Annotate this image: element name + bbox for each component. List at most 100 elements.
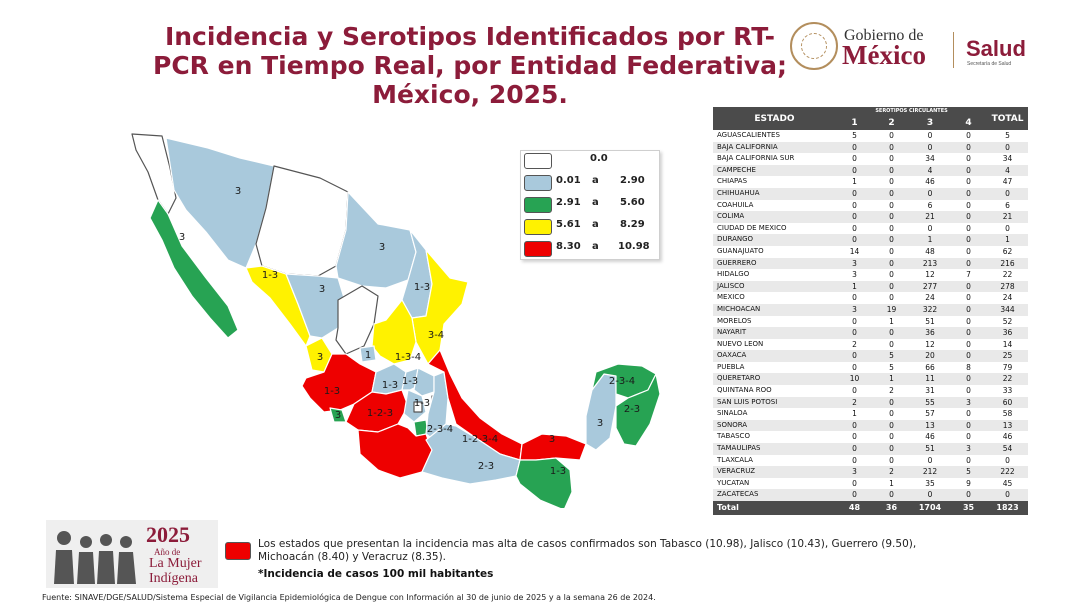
table-cell: 0 [950, 245, 988, 258]
table-cell: 0 [836, 199, 873, 212]
table-cell: 3 [836, 257, 873, 270]
table-cell: 0 [950, 257, 988, 270]
table-cell: 0 [873, 211, 910, 223]
legend-row: 0.01 a 2.90 [520, 172, 660, 192]
serotipos-table: ESTADO SEROTIPOS CIRCULANTES TOTAL 1 2 3… [713, 107, 1029, 515]
table-cell: 21 [987, 211, 1029, 223]
table-cell: 0 [836, 315, 873, 328]
table-cell: 0 [950, 431, 988, 444]
table-cell: 1 [873, 315, 910, 328]
table-cell: 3 [836, 269, 873, 281]
logo-secretaria-text: Secretaría de Salud [967, 61, 1012, 67]
table-cell: 47 [987, 176, 1029, 188]
table-cell: 24 [987, 292, 1029, 304]
map-label: 1-2-3-4 [462, 434, 498, 445]
table-cell-estado: CHIAPAS [713, 176, 836, 188]
source-note: Fuente: SINAVE/DGE/SALUD/Sistema Especia… [42, 593, 656, 602]
map-label: 2-3 [478, 461, 494, 472]
header-s4: 4 [950, 116, 988, 130]
table-cell: 0 [950, 199, 988, 212]
state-hidalgo [413, 367, 435, 397]
map-label: 1-2-3 [367, 408, 393, 419]
table-row: MEXICO 0 0 24 0 24 [713, 292, 1029, 304]
state-baja-california-sur [149, 199, 239, 339]
table-cell: 213 [910, 257, 950, 270]
table-cell: 33 [987, 385, 1029, 397]
state-aguascalientes [359, 345, 377, 363]
map-label: 2-3 [624, 404, 640, 415]
table-row: SONORA 0 0 13 0 13 [713, 419, 1029, 432]
logo-salud-text: Salud [966, 36, 1026, 61]
table-cell: 322 [910, 303, 950, 316]
table-cell: 3 [836, 303, 873, 316]
map-label: 1-3 [262, 270, 278, 281]
women-illustration-icon [54, 531, 136, 584]
table-cell: 0 [836, 431, 873, 444]
table-cell-estado: GUERRERO [713, 257, 836, 270]
table-cell-estado: MEXICO [713, 292, 836, 304]
table-cell: 0 [987, 489, 1029, 501]
map-label: 1-3-4 [395, 352, 421, 363]
table-cell-estado: AGUASCALIENTES [713, 130, 836, 142]
table-cell: 277 [910, 280, 950, 293]
table-cell: 0 [836, 361, 873, 374]
table-cell: 0 [950, 176, 988, 188]
table-cell: 0 [836, 211, 873, 223]
table-cell: 212 [910, 466, 950, 478]
table-cell: 0 [910, 454, 950, 467]
table-cell: 0 [836, 222, 873, 235]
map-label: 3 [317, 352, 323, 363]
legend-to: 2.90 [620, 175, 645, 186]
incidence-footnote: *Incidencia de casos 100 mil habitantes [258, 568, 494, 580]
table-cell: 0 [836, 327, 873, 339]
map-label: 3 [335, 410, 341, 421]
table-row: COAHUILA 0 0 6 0 6 [713, 199, 1029, 212]
table-cell: 14 [836, 245, 873, 258]
table-cell: 0 [873, 222, 910, 235]
table-row: HIDALGO 3 0 12 7 22 [713, 269, 1029, 281]
table-cell: 0 [950, 292, 988, 304]
table-cell: 34 [987, 153, 1029, 165]
table-cell: 79 [987, 361, 1029, 374]
table-cell: 0 [873, 176, 910, 188]
legend-to: 5.60 [620, 197, 645, 208]
table-row: QUERETARO 10 1 11 0 22 [713, 373, 1029, 386]
header-s2: 2 [873, 116, 910, 130]
table-cell: 0 [950, 222, 988, 235]
table-cell: 1 [910, 234, 950, 246]
legend-from: 2.91 [556, 197, 581, 208]
table-cell-estado: DURANGO [713, 234, 836, 246]
header-total: TOTAL [987, 107, 1029, 130]
legend-to: 8.29 [620, 219, 645, 230]
legend-sep: a [592, 175, 599, 186]
table-cell: 36 [873, 501, 910, 515]
table-cell: 31 [910, 385, 950, 397]
table-cell: 5 [950, 466, 988, 478]
table-cell-estado: YUCATAN [713, 477, 836, 490]
table-cell: 36 [987, 327, 1029, 339]
table-cell: 0 [836, 164, 873, 177]
table-cell: 57 [910, 408, 950, 420]
table-cell-estado: QUINTANA ROO [713, 385, 836, 397]
table-cell: 24 [910, 292, 950, 304]
table-cell: 58 [987, 408, 1029, 420]
table-cell-estado: SONORA [713, 419, 836, 432]
badge-line-2: Año de [154, 547, 181, 557]
table-cell: 0 [950, 338, 988, 351]
table-cell: 11 [910, 373, 950, 386]
table-cell: 62 [987, 245, 1029, 258]
table-cell: 0 [836, 489, 873, 501]
table-cell: 35 [950, 501, 988, 515]
table-row: JALISCO 1 0 277 0 278 [713, 280, 1029, 293]
table-cell: 0 [873, 327, 910, 339]
legend-sep: a [592, 241, 599, 252]
table-row: DURANGO 0 0 1 0 1 [713, 234, 1029, 246]
legend-swatch [524, 219, 552, 235]
table-cell: 216 [987, 257, 1029, 270]
table-cell: 344 [987, 303, 1029, 316]
incidence-note: Los estados que presentan la incidencia … [258, 538, 917, 563]
legend-swatch [524, 241, 552, 257]
table-cell: 0 [950, 153, 988, 165]
table-cell: Total [713, 501, 836, 515]
table-cell-estado: MICHOACAN [713, 303, 836, 316]
